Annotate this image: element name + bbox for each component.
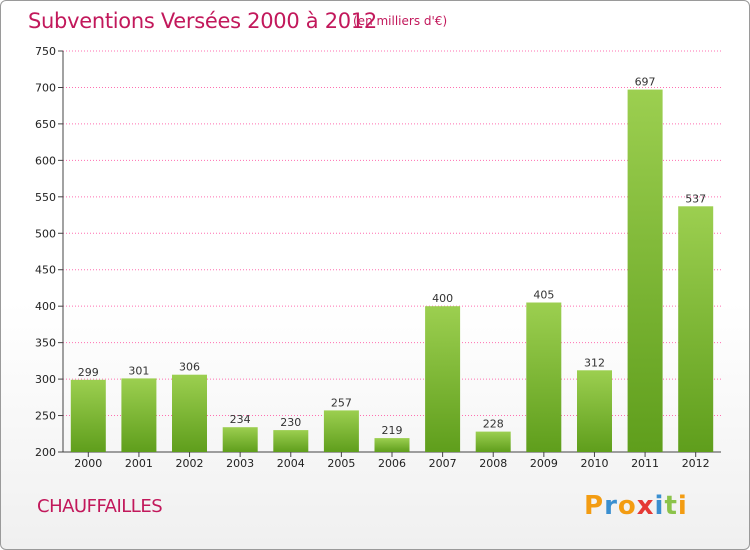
data-label: 697 (635, 76, 656, 89)
bar (273, 430, 309, 452)
y-tick-label: 350 (35, 337, 56, 350)
x-tick-label: 2005 (327, 457, 355, 470)
data-label: 400 (432, 292, 453, 305)
y-tick-label: 750 (35, 45, 56, 58)
commune-name: CHAUFFAILLES (37, 496, 163, 517)
x-tick-label: 2009 (530, 457, 558, 470)
x-tick-label: 2002 (176, 457, 204, 470)
y-tick-label: 650 (35, 118, 56, 131)
x-tick-label: 2006 (378, 457, 406, 470)
bar (425, 306, 461, 452)
y-tick-label: 700 (35, 81, 56, 94)
data-label: 301 (128, 364, 149, 377)
y-tick-label: 300 (35, 373, 56, 386)
y-tick-label: 250 (35, 410, 56, 423)
y-tick-label: 450 (35, 264, 56, 277)
bar (374, 438, 410, 452)
x-tick-label: 2010 (580, 457, 608, 470)
bar (172, 374, 207, 452)
x-tick-label: 2004 (277, 457, 305, 470)
chart-subtitle: (en milliers d'€) (353, 14, 448, 28)
logo-letter: x (636, 491, 655, 521)
y-tick-label: 600 (35, 154, 56, 167)
x-tick-label: 2003 (226, 457, 254, 470)
x-tick-label: 2007 (429, 457, 457, 470)
data-label: 537 (685, 192, 706, 205)
logo-letter: P (584, 491, 605, 521)
proxiti-logo[interactable]: Proxiti (584, 491, 688, 521)
data-label: 306 (179, 361, 200, 374)
bar (577, 370, 612, 452)
logo-letter: t (664, 491, 678, 521)
data-label: 228 (483, 418, 504, 431)
bar (475, 431, 511, 452)
x-tick-label: 2011 (631, 457, 659, 470)
x-tick-label: 2012 (682, 457, 710, 470)
x-tick-label: 2001 (125, 457, 153, 470)
bar (323, 410, 359, 452)
logo-letter: r (604, 491, 618, 521)
bar (222, 427, 258, 452)
data-label: 299 (78, 366, 99, 379)
bar (678, 206, 714, 452)
bar (627, 89, 663, 452)
y-tick-label: 200 (35, 446, 56, 459)
bar (526, 302, 562, 452)
x-tick-label: 2000 (74, 457, 102, 470)
logo-letter: o (617, 491, 637, 521)
y-tick-label: 550 (35, 191, 56, 204)
y-tick-label: 500 (35, 227, 56, 240)
logo-letter: i (677, 491, 688, 521)
data-label: 312 (584, 356, 605, 369)
y-tick-label: 400 (35, 300, 56, 313)
chart-title: Subventions Versées 2000 à 2012 (28, 9, 377, 33)
bar (70, 379, 106, 452)
bar (121, 378, 157, 452)
logo-letter: i (654, 491, 665, 521)
data-label: 257 (331, 396, 352, 409)
x-tick-label: 2008 (479, 457, 507, 470)
data-label: 234 (230, 413, 251, 426)
data-label: 230 (280, 416, 301, 429)
data-label: 405 (533, 289, 554, 302)
data-label: 219 (382, 424, 403, 437)
